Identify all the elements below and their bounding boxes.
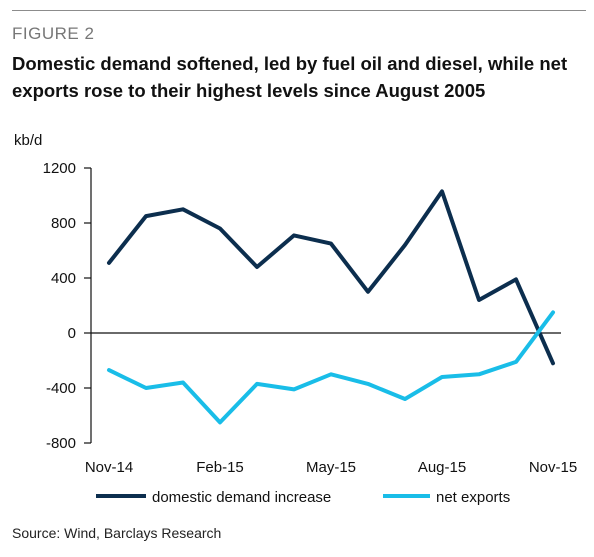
y-tick-label: 1200 — [43, 160, 76, 177]
x-tick-label: Nov-15 — [529, 459, 577, 476]
y-tick-label: -800 — [46, 435, 76, 452]
x-tick-label: Aug-15 — [418, 459, 466, 476]
legend-domestic-label: domestic demand increase — [152, 489, 331, 506]
figure-label: FIGURE 2 — [12, 24, 95, 43]
y-unit-label: kb/d — [14, 132, 42, 149]
axes: 1200 800 400 0 -400 -800 Nov-14 Feb-15 May-15 Aug… — [43, 160, 578, 476]
series-group — [107, 189, 555, 425]
x-tick-label: May-15 — [306, 459, 356, 476]
legend: domestic demand increase net exports — [96, 489, 510, 506]
legend-net-exports-label: net exports — [436, 489, 510, 506]
y-tick-label: 0 — [68, 325, 76, 342]
x-tick-label: Nov-14 — [85, 459, 133, 476]
y-tick-label: -400 — [46, 380, 76, 397]
y-tick-label: 800 — [51, 215, 76, 232]
y-tick-label: 400 — [51, 270, 76, 287]
chart-title: Domestic demand softened, led by fuel oi… — [12, 53, 568, 101]
source-note: Source: Wind, Barclays Research — [12, 525, 222, 541]
x-tick-label: Feb-15 — [196, 459, 244, 476]
domestic-demand-line — [107, 189, 555, 366]
net-exports-line — [107, 310, 555, 425]
top-rule — [12, 10, 586, 11]
